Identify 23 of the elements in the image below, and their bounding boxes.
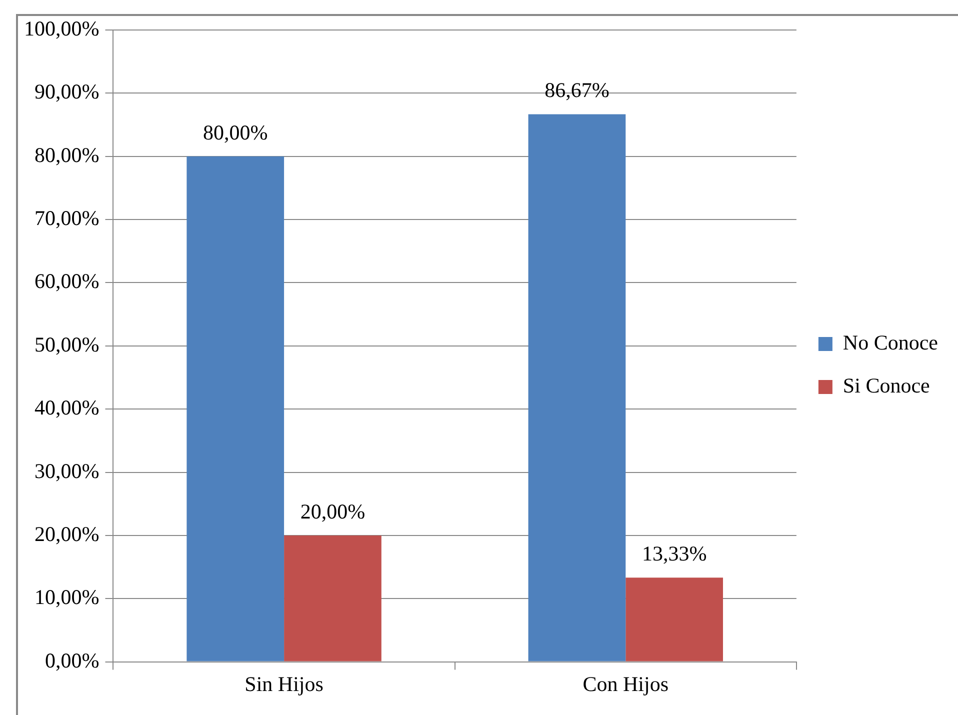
data-label: 13,33% <box>642 542 707 566</box>
bar <box>528 114 626 662</box>
y-tick-label: 40,00% <box>34 396 100 420</box>
bar <box>626 578 723 662</box>
y-tick-label: 0,00% <box>44 648 100 672</box>
y-tick-label: 60,00% <box>34 269 100 294</box>
y-tick-label: 80,00% <box>34 142 100 167</box>
x-tick-label: Con Hijos <box>582 672 669 696</box>
legend-label: Si Conoce <box>842 374 930 398</box>
y-tick-label: 20,00% <box>34 522 100 546</box>
data-label: 20,00% <box>300 499 366 524</box>
bar <box>186 156 284 662</box>
data-label: 86,67% <box>544 78 610 102</box>
y-tick-label: 100,00% <box>24 16 100 41</box>
y-tick-label: 70,00% <box>34 206 100 230</box>
x-tick-label: Sin Hijos <box>244 672 324 696</box>
y-tick-label: 50,00% <box>34 332 100 356</box>
bar <box>284 535 382 662</box>
y-tick-label: 30,00% <box>34 458 100 483</box>
y-tick-label: 10,00% <box>34 585 100 610</box>
y-tick-label: 90,00% <box>34 80 100 104</box>
data-label: 80,00% <box>202 120 268 144</box>
legend-label: No Conoce <box>842 330 938 355</box>
